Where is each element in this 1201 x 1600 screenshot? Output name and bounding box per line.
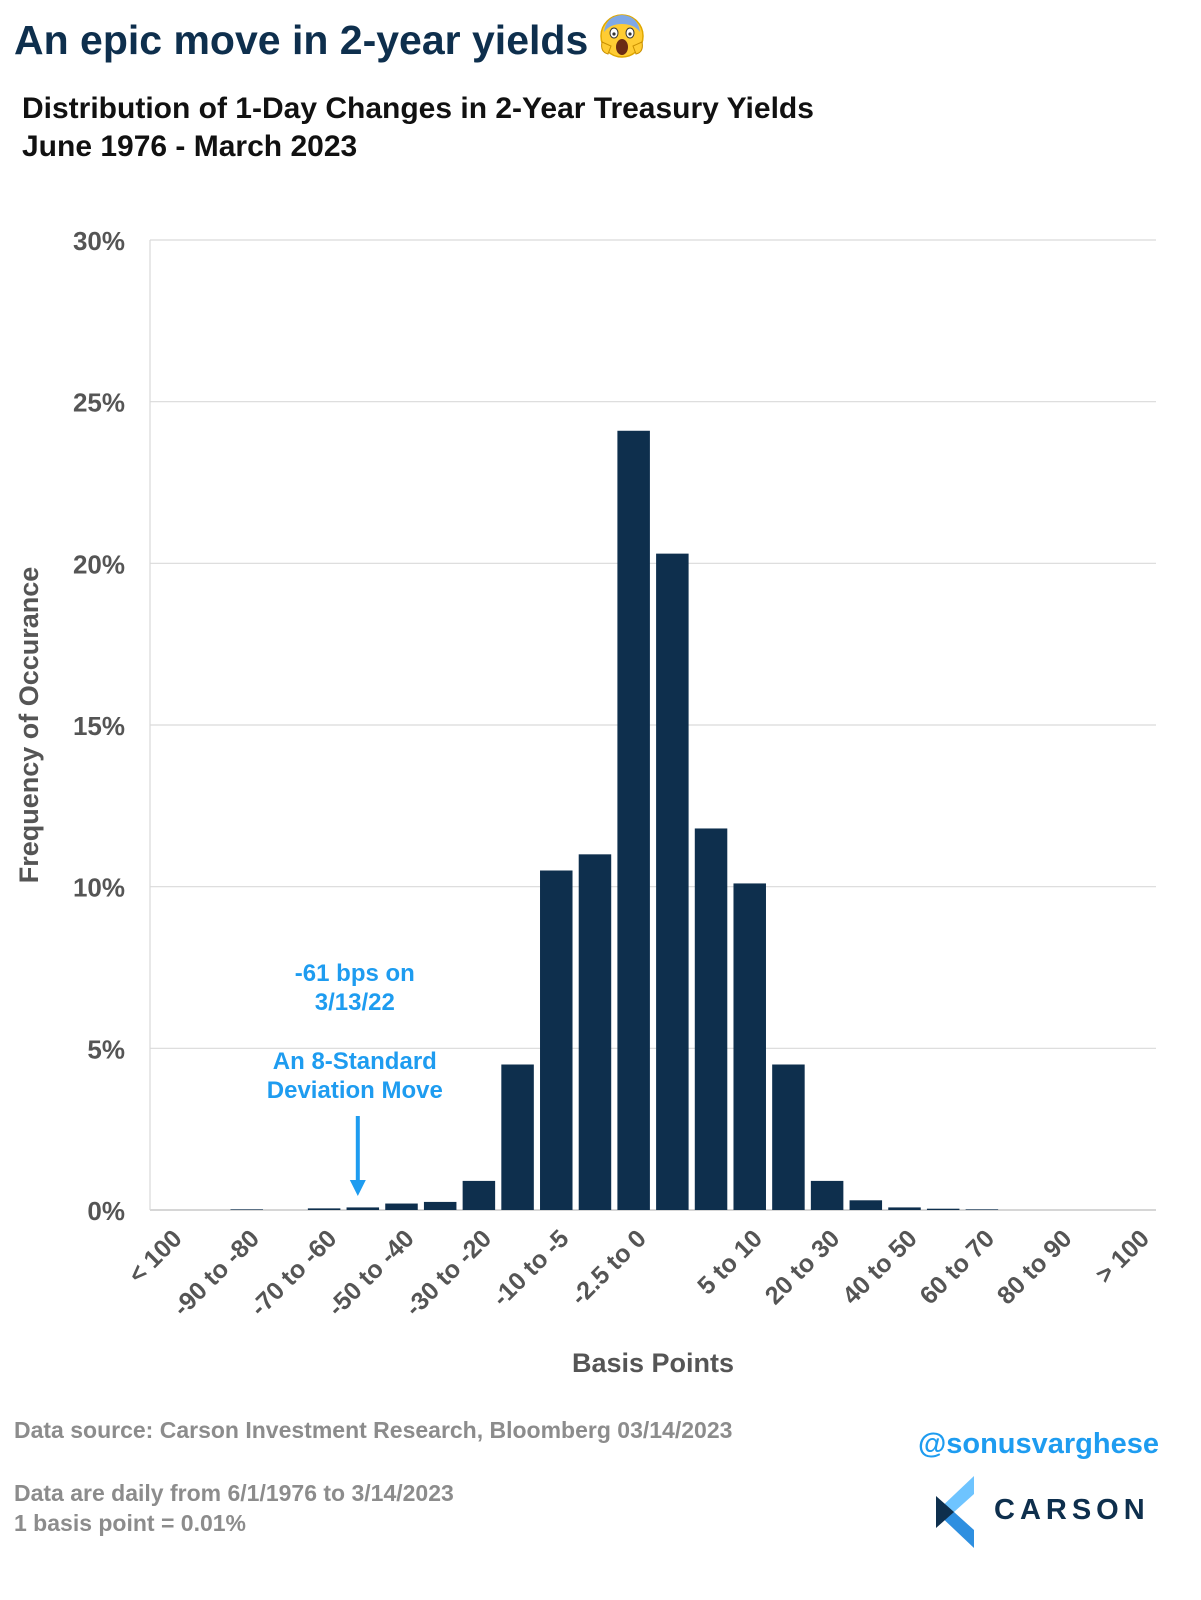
x-tick-label: 5 to 10 bbox=[692, 1224, 768, 1300]
annotation-line-4: Deviation Move bbox=[267, 1077, 443, 1104]
x-tick-label: -2.5 to 0 bbox=[565, 1224, 652, 1311]
bar bbox=[772, 1064, 805, 1210]
bar bbox=[656, 553, 689, 1210]
annotation-line-3: An 8-Standard bbox=[273, 1048, 437, 1075]
y-tick-label: 15% bbox=[73, 711, 125, 741]
note-basis-point: 1 basis point = 0.01% bbox=[14, 1510, 247, 1536]
x-tick-label: 40 to 50 bbox=[837, 1224, 923, 1310]
brand-name: CARSON bbox=[994, 1494, 1150, 1526]
y-tick-label: 0% bbox=[87, 1196, 125, 1226]
data-source: Data source: Carson Investment Research,… bbox=[14, 1417, 733, 1443]
annotation-line-2: 3/13/22 bbox=[315, 989, 395, 1016]
annotation-line-1: -61 bps on bbox=[295, 960, 415, 987]
y-tick-label: 10% bbox=[73, 873, 125, 903]
y-tick-label: 5% bbox=[87, 1034, 125, 1064]
carson-logo-icon bbox=[936, 1476, 974, 1548]
bar bbox=[733, 883, 766, 1210]
annotation-arrowhead bbox=[349, 1180, 366, 1196]
x-axis-label: Basis Points bbox=[572, 1348, 734, 1378]
x-tick-label: 20 to 30 bbox=[760, 1224, 846, 1310]
bar bbox=[694, 828, 728, 1210]
bar bbox=[888, 1207, 921, 1210]
bar bbox=[307, 1208, 341, 1210]
bar bbox=[965, 1209, 999, 1210]
annotation: -61 bps on 3/13/22 An 8-Standard Deviati… bbox=[267, 960, 443, 1196]
y-tick-label: 20% bbox=[73, 549, 125, 579]
y-tick-label: 30% bbox=[73, 226, 125, 256]
bar bbox=[462, 1180, 496, 1210]
note-daily: Data are daily from 6/1/1976 to 3/14/202… bbox=[14, 1480, 454, 1506]
author-handle[interactable]: @sonusvarghese bbox=[917, 1428, 1159, 1460]
x-tick-label: -10 to -5 bbox=[487, 1224, 575, 1312]
bar bbox=[346, 1207, 380, 1210]
headline-text: An epic move in 2-year yields bbox=[14, 17, 589, 63]
bar bbox=[810, 1180, 844, 1210]
y-axis-label: Frequency of Occurance bbox=[14, 567, 44, 884]
x-tick-label: 60 to 70 bbox=[914, 1224, 1000, 1310]
bars bbox=[230, 430, 999, 1210]
bar bbox=[578, 854, 612, 1210]
x-tick-label: 80 to 90 bbox=[992, 1224, 1078, 1310]
y-tick-labels: 0% 5% 10% 15% 20% 25% 30% bbox=[73, 226, 125, 1226]
face-screaming-in-fear-icon bbox=[598, 12, 646, 70]
x-tick-label: > 100 bbox=[1090, 1224, 1155, 1289]
x-tick-label: < 100 bbox=[123, 1224, 188, 1289]
chart-title-line-2: June 1976 - March 2023 bbox=[22, 130, 358, 163]
bar bbox=[617, 430, 650, 1210]
x-tick-labels: < 100-90 to -80-70 to -60-50 to -40-30 t… bbox=[123, 1224, 1155, 1321]
chart-title-line-1: Distribution of 1-Day Changes in 2-Year … bbox=[22, 92, 814, 125]
bar bbox=[385, 1203, 418, 1210]
bar bbox=[230, 1209, 263, 1210]
bar bbox=[540, 870, 573, 1210]
histogram-chart: 0% 5% 10% 15% 20% 25% 30% < 100-90 to -80-70 t… bbox=[14, 226, 1156, 1378]
bar bbox=[849, 1200, 883, 1210]
y-tick-label: 25% bbox=[73, 388, 125, 418]
bar bbox=[926, 1208, 960, 1210]
bar bbox=[423, 1201, 457, 1210]
bar bbox=[501, 1064, 534, 1210]
headline: An epic move in 2-year yields bbox=[14, 12, 646, 70]
